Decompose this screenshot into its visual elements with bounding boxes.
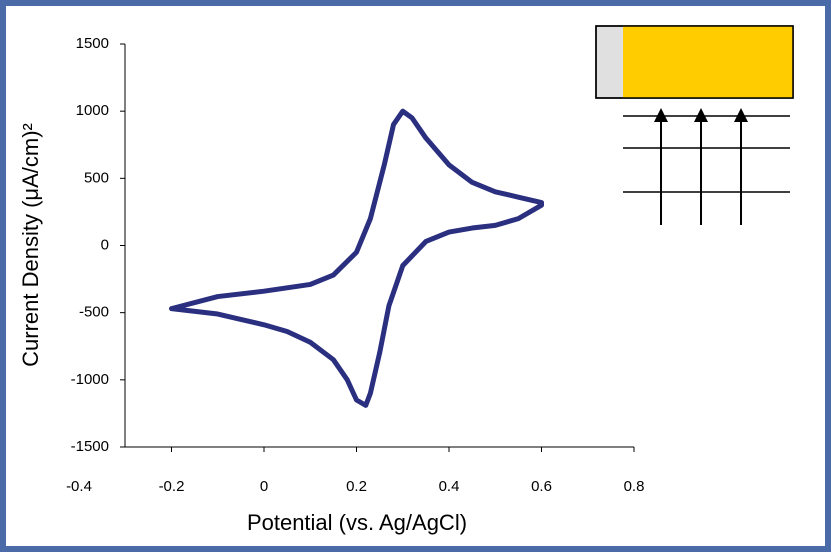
y-tick-label: -500 — [79, 304, 109, 321]
y-tick-label: -1500 — [71, 438, 109, 455]
x-axis-title: Potential (vs. Ag/AgCl) — [247, 510, 467, 535]
y-tick-label: -1000 — [71, 371, 109, 388]
x-tick-label: -0.2 — [159, 478, 185, 495]
y-axis-title: Current Density (μA/cm)² — [18, 123, 43, 367]
inset-diagram — [595, 25, 794, 225]
x-tick-label: 0 — [260, 478, 268, 495]
x-tick-label: 0.6 — [531, 478, 552, 495]
y-tick-label: 500 — [84, 169, 109, 186]
y-tick-label: 1500 — [76, 35, 109, 52]
y-tick-label: 0 — [101, 236, 109, 253]
y-tick-label: 1000 — [76, 102, 109, 119]
x-tick-label: 0.8 — [624, 478, 645, 495]
x-tick-label: 0.4 — [439, 478, 460, 495]
x-tick-label: -0.4 — [66, 478, 92, 495]
cv-curve — [169, 108, 544, 408]
x-tick-label: 0.2 — [346, 478, 367, 495]
